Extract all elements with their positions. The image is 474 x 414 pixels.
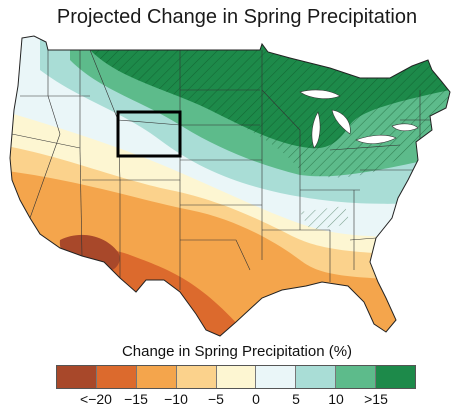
figure-title: Projected Change in Spring Precipitation (56, 6, 418, 28)
legend-swatch (216, 366, 257, 388)
legend-swatch (296, 366, 337, 388)
legend-swatch (336, 366, 377, 388)
state-boundaries (11, 49, 440, 290)
legend-swatch (176, 366, 217, 388)
legend-tick-label: <−20 (80, 391, 112, 407)
legend-swatch (136, 366, 177, 388)
legend-swatch (376, 366, 416, 388)
us-outline (9, 35, 451, 337)
legend-swatch (256, 366, 297, 388)
legend-tick-labels: <−20 −15 −10 −5 0 5 10 >15 (56, 391, 416, 411)
legend-title: Change in Spring Precipitation (%) (121, 343, 353, 360)
legend-tick-label: >15 (364, 391, 388, 407)
legend-swatch (57, 366, 97, 388)
precipitation-map (9, 35, 451, 337)
wyoming-highlight-box (116, 110, 182, 158)
legend-tick-label: 5 (292, 391, 300, 407)
great-lakes (299, 89, 419, 149)
hatched-patch-southeast (300, 206, 350, 230)
legend-tick-label: −15 (124, 391, 148, 407)
legend-color-bar (56, 365, 416, 389)
legend-tick-label: −5 (208, 391, 224, 407)
legend-tick-label: 10 (328, 391, 344, 407)
legend-tick-label: −10 (164, 391, 188, 407)
legend-tick-label: 0 (252, 391, 260, 407)
legend-swatch (96, 366, 137, 388)
